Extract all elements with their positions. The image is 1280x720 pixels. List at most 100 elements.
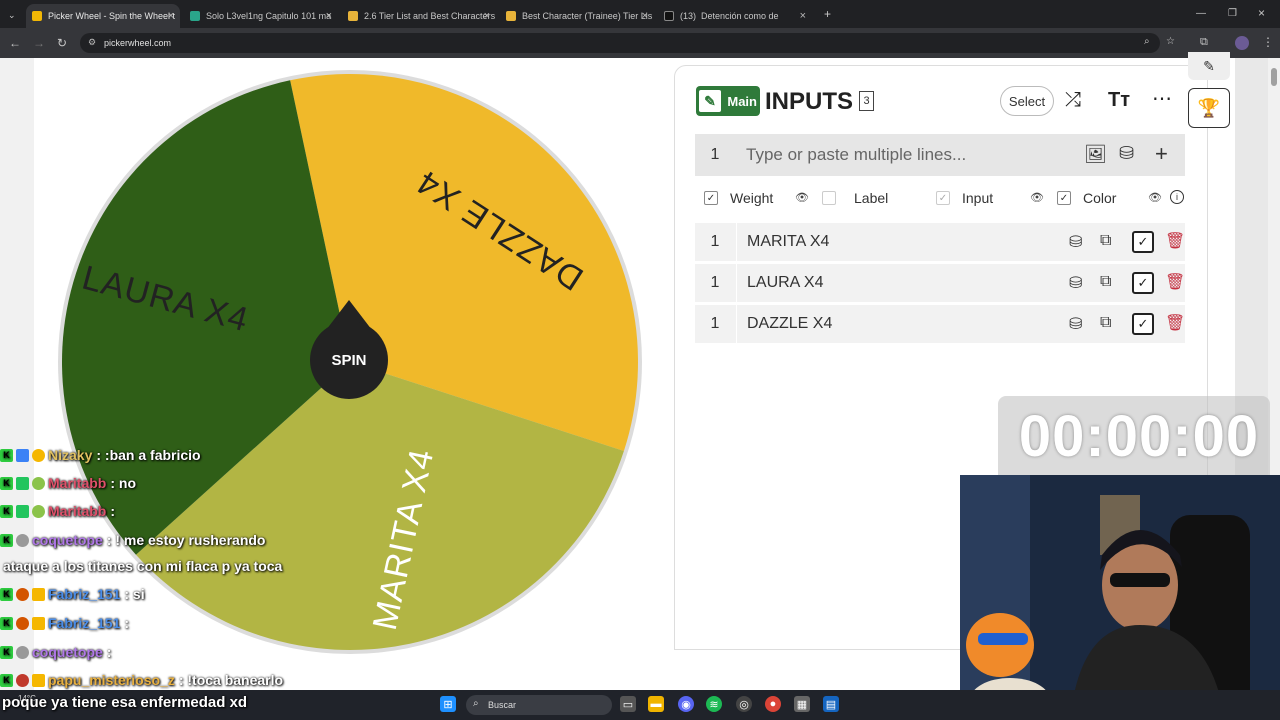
close-icon[interactable]: × (167, 10, 174, 22)
sub-badge-icon (16, 448, 29, 462)
trophy-icon[interactable]: 🏆 (1188, 88, 1230, 128)
minimize-icon[interactable]: — (1196, 8, 1206, 19)
close-window-icon[interactable]: × (1258, 6, 1266, 20)
site-info-icon[interactable]: ⚙ (88, 37, 97, 47)
delete-icon[interactable]: 🗑 (1165, 233, 1186, 250)
profile-avatar[interactable] (1235, 36, 1249, 50)
eye-icon[interactable]: 👁 (795, 192, 809, 204)
delete-icon[interactable]: 🗑 (1165, 315, 1186, 332)
chat-text: ataque a los titanes con mi flaca p ya t… (3, 558, 283, 574)
weight-icon[interactable]: ⛁ (1069, 234, 1083, 251)
chat-username[interactable]: papu_misterioso_z (48, 672, 175, 688)
file-explorer-icon[interactable]: ▬ (648, 696, 664, 712)
close-icon[interactable]: × (799, 10, 806, 22)
close-icon[interactable]: × (641, 10, 648, 22)
chat-username[interactable]: coquetope (32, 644, 103, 660)
text-size-icon[interactable]: Tт (1108, 89, 1131, 111)
chat-username[interactable]: Fabriz_151 (48, 615, 121, 631)
spotify-icon[interactable]: ≋ (706, 696, 722, 712)
taskbar-search[interactable]: ⌕ Buscar (466, 695, 612, 715)
entry-weight[interactable]: 1 (710, 233, 720, 250)
maximize-icon[interactable]: ❐ (1228, 8, 1237, 19)
chat-message: K Fabriz_151 : si (0, 582, 145, 606)
entry-checkbox[interactable]: ✓ (1132, 313, 1154, 335)
tab-solo-leveling[interactable]: Solo L3vel1ng Capitulo 101 ma × (184, 4, 338, 28)
extensions-icon[interactable]: ⧉ (1200, 36, 1208, 48)
chat-text: : (110, 503, 116, 519)
chat-username[interactable]: Nizaky (48, 447, 93, 463)
image-icon[interactable]: 🖼 (1084, 144, 1107, 164)
entry-number: 1 (710, 146, 720, 163)
checkbox[interactable]: ✓ (936, 191, 950, 205)
eye-icon[interactable]: 👁 (1148, 192, 1162, 204)
tab-tiktok[interactable]: (13) ‍ Detención como de × (658, 4, 812, 28)
entry-name[interactable]: LAURA X4 (736, 264, 1056, 302)
new-tab-icon[interactable]: + (824, 7, 832, 21)
wheel-segment-laura[interactable] (135, 362, 624, 650)
entry-checkbox[interactable]: ✓ (1132, 272, 1154, 294)
reload-icon[interactable]: ↻ (57, 36, 68, 50)
chat-username[interactable]: coquetope (32, 532, 103, 548)
kick-badge-icon: K (0, 616, 13, 630)
entry-name[interactable]: MARITA X4 (736, 223, 1056, 261)
task-view-icon[interactable]: ▭ (620, 696, 636, 712)
windows-start-icon[interactable]: ⊞ (440, 696, 456, 712)
duplicate-icon[interactable]: ⧉ (1100, 314, 1112, 331)
checkbox[interactable] (822, 191, 836, 205)
entry-weight[interactable]: 1 (710, 315, 720, 332)
scrollbar-thumb[interactable] (1271, 68, 1277, 86)
chat-username[interactable]: Maritabb (48, 475, 107, 491)
weight-icon[interactable]: ⛁ (1069, 316, 1083, 333)
more-icon[interactable]: ⋯ (1152, 88, 1172, 110)
checkbox[interactable]: ✓ (704, 191, 718, 205)
zoom-icon[interactable]: ⌕ (1144, 36, 1150, 47)
shuffle-icon[interactable]: ⤮ (1065, 89, 1081, 111)
tab-tier-list[interactable]: 2.6 Tier List and Best Characters × (342, 4, 496, 28)
discord-icon[interactable]: ◉ (678, 696, 694, 712)
back-icon[interactable]: ← (9, 36, 21, 50)
entry-input[interactable] (736, 134, 1076, 176)
browser-tab-strip: ⌄ Picker Wheel - Spin the Wheel t × Solo… (0, 0, 1280, 28)
calculator-icon[interactable]: ▦ (794, 696, 810, 712)
entry-name[interactable]: DAZZLE X4 (736, 305, 1056, 343)
weight-icon[interactable]: ⛁ (1119, 143, 1135, 163)
tab-search-icon[interactable]: ⌄ (8, 10, 16, 20)
address-bar[interactable]: ⚙ pickerwheel.com ⌕ ☆ (80, 33, 1175, 53)
gem-badge-icon (16, 476, 29, 490)
duplicate-icon[interactable]: ⧉ (1100, 273, 1112, 290)
chat-username[interactable]: Maritabb (48, 503, 107, 519)
emoji-badge-icon (16, 533, 29, 547)
wheel-segment-marita[interactable] (62, 80, 350, 555)
tab-picker-wheel[interactable]: Picker Wheel - Spin the Wheel t × (26, 4, 180, 28)
duplicate-icon[interactable]: ⧉ (1100, 232, 1112, 249)
close-icon[interactable]: × (483, 10, 490, 22)
add-entry-icon[interactable]: + (1155, 141, 1168, 166)
eye-icon[interactable]: 👁 (1030, 192, 1044, 204)
obs-icon[interactable]: ◎ (736, 696, 752, 712)
edit-icon: ✎ (699, 90, 721, 112)
edit-pen-icon[interactable]: ✎ (1188, 52, 1230, 80)
chat-username[interactable]: Fabriz_151 (48, 586, 121, 602)
option-color[interactable]: ✓ Color (1057, 186, 1116, 210)
bookmark-star-icon[interactable]: ☆ (1166, 36, 1175, 47)
delete-icon[interactable]: 🗑 (1165, 274, 1186, 291)
option-weight[interactable]: ✓ Weight (704, 186, 773, 210)
checkbox[interactable]: ✓ (1057, 191, 1071, 205)
entry-weight[interactable]: 1 (710, 274, 720, 291)
menu-icon[interactable]: ⋮ (1262, 35, 1274, 49)
close-icon[interactable]: × (325, 10, 332, 22)
tab-best-character[interactable]: Best Character (Trainee) Tier Lis × (500, 4, 654, 28)
forward-icon[interactable]: → (33, 36, 45, 50)
chrome-icon[interactable]: ● (765, 696, 781, 712)
option-input[interactable]: ✓ Input (936, 186, 993, 210)
url-text: pickerwheel.com (104, 38, 172, 48)
main-badge[interactable]: ✎ Main (696, 86, 760, 116)
select-button[interactable]: Select (1000, 86, 1054, 116)
webcam-image (960, 475, 1280, 720)
entry-checkbox[interactable]: ✓ (1132, 231, 1154, 253)
weight-icon[interactable]: ⛁ (1069, 275, 1083, 292)
spin-button[interactable]: SPIN (310, 321, 388, 399)
notepad-icon[interactable]: ▤ (823, 696, 839, 712)
option-label[interactable]: Label (822, 186, 888, 210)
info-icon[interactable]: i (1170, 190, 1184, 204)
